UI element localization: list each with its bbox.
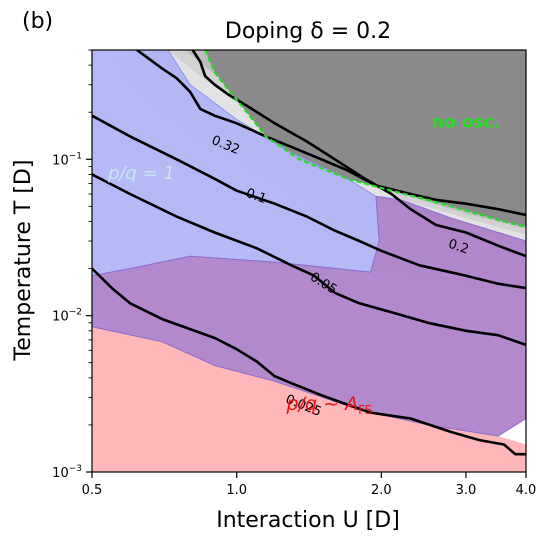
plot-frame bbox=[91, 49, 527, 473]
label-no-osc: no osc. bbox=[432, 112, 500, 132]
x-tick-label-3.0: 3.0 bbox=[456, 483, 477, 498]
contour-line-0.2 bbox=[191, 50, 526, 258]
y-axis-label: Temperature T [D] bbox=[11, 160, 36, 362]
label-pq-afs: p/q ~ AFS bbox=[286, 393, 373, 417]
chart-title: Doping δ = 0.2 bbox=[225, 19, 391, 44]
contour-label-group-0.2: 0.2 bbox=[446, 237, 470, 258]
panel-label: (b) bbox=[22, 9, 53, 34]
y-tick-exponent-−2: −2 bbox=[69, 308, 82, 318]
region-pq-afs bbox=[92, 326, 526, 472]
x-tick-label-4.0: 4.0 bbox=[516, 483, 537, 498]
x-tick-label-0.5: 0.5 bbox=[82, 483, 103, 498]
y-tick-label-−1: 10−1 bbox=[52, 151, 82, 168]
y-tick-exponent-−1: −1 bbox=[69, 151, 82, 161]
x-axis-label: Interaction U [D] bbox=[216, 508, 400, 533]
contour-line-0.05 bbox=[92, 173, 526, 347]
region-overlap bbox=[92, 195, 526, 437]
x-tick-label-2.0: 2.0 bbox=[371, 483, 392, 498]
label-pq-afs-subscript: FS bbox=[358, 403, 372, 417]
no-osc-boundary bbox=[204, 50, 526, 228]
y-tick-exponent-−3: −3 bbox=[69, 464, 82, 474]
region-no-osc bbox=[205, 50, 526, 227]
contour-label-0.2: 0.2 bbox=[446, 237, 470, 258]
x-tick-label-1.0: 1.0 bbox=[226, 483, 247, 498]
contour-line-0.1 bbox=[92, 114, 526, 290]
y-tick-label-−2: 10−2 bbox=[52, 308, 82, 325]
y-tick-label-−3: 10−3 bbox=[52, 464, 82, 481]
contour-line-0.32 bbox=[136, 50, 526, 217]
contour-line-0.025 bbox=[92, 267, 526, 456]
contour-label-group-0.1: 0.1 bbox=[244, 186, 269, 207]
label-pq-equals-1: p/q = 1 bbox=[107, 163, 175, 184]
contour-label-0.1: 0.1 bbox=[244, 186, 269, 207]
